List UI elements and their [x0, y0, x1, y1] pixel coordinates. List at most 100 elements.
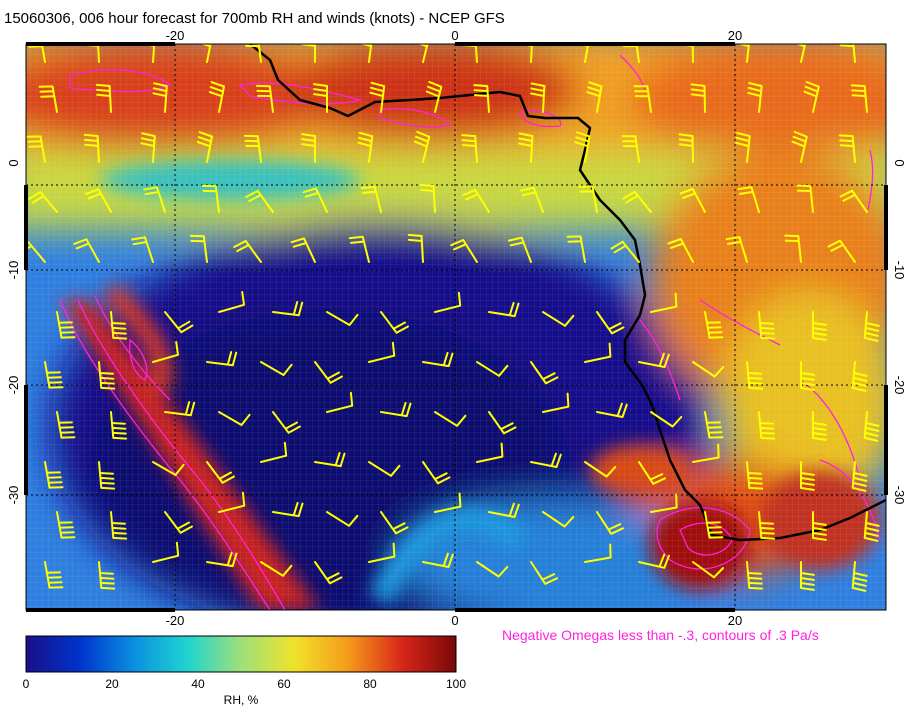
wind-barb [542, 392, 570, 413]
wind-barb [596, 511, 624, 535]
colorbar-tick-label: 0 [23, 677, 30, 691]
wind-barb [164, 311, 194, 334]
wind-barb [407, 233, 424, 263]
frame-ticks [24, 42, 888, 612]
grid-lines [26, 44, 886, 610]
wind-barb [85, 188, 112, 213]
wind-barb [578, 185, 598, 213]
wind-barb [473, 84, 490, 113]
colorbar-tick-label: 80 [363, 677, 377, 691]
wind-barb [380, 401, 412, 418]
wind-barb [44, 461, 64, 489]
wind-barb [584, 543, 612, 563]
wind-barb [422, 552, 454, 568]
wind-barb [143, 186, 166, 213]
wind-barb [243, 134, 262, 163]
wind-barb [131, 236, 154, 263]
wind-barb [83, 133, 100, 163]
wind-barb [488, 502, 520, 518]
wind-barb [95, 83, 112, 113]
wind-barb [260, 561, 293, 577]
wind-barb [314, 361, 343, 384]
wind-barb [196, 131, 213, 163]
wind-barb [667, 238, 694, 263]
lon-label: 0 [451, 28, 458, 43]
lon-label: -20 [166, 28, 185, 43]
wind-barb [98, 461, 116, 490]
colorbar-tick-label: 60 [277, 677, 291, 691]
wind-barb [418, 44, 429, 63]
wind-barb [692, 443, 720, 463]
wind-barb [73, 238, 100, 263]
wind-barb [152, 541, 180, 563]
wind-barb [758, 311, 776, 340]
wind-barb [577, 44, 590, 63]
wind-barb [206, 551, 238, 568]
wind-barb [704, 311, 724, 339]
wind-barb [260, 361, 293, 376]
wind-barb [520, 186, 544, 213]
wind-barb [245, 190, 274, 213]
map-title: 15060306, 006 hour forecast for 700mb RH… [4, 10, 505, 27]
wind-barb [863, 411, 880, 442]
wind-barb [369, 81, 386, 113]
wind-barb [725, 236, 748, 263]
wind-barb [795, 44, 807, 63]
wind-barb [201, 184, 220, 213]
wind-barb [422, 461, 451, 485]
wind-barb [650, 411, 683, 428]
wind-barb [98, 561, 116, 590]
wind-barb [530, 361, 559, 385]
wind-barb [638, 461, 666, 485]
wind-barb [272, 411, 301, 434]
wind-barb [301, 44, 316, 63]
wind-barb [419, 183, 436, 213]
lat-label: 0 [6, 159, 21, 166]
wind-barb [679, 188, 706, 213]
wind-barb [827, 239, 856, 263]
wind-barb [530, 452, 562, 468]
wind-barb [704, 411, 724, 439]
colorbar-label: RH, % [224, 693, 259, 707]
wind-barb [678, 133, 694, 163]
wind-barb [218, 411, 251, 426]
wind-barb [368, 461, 401, 477]
wind-barb [746, 361, 764, 390]
wind-barb [851, 361, 868, 392]
wind-barb [28, 191, 58, 213]
wind-barb [56, 511, 76, 539]
wind-barb [812, 311, 827, 341]
wind-barb [44, 361, 64, 389]
wind-barb [737, 186, 760, 213]
wind-barb [596, 311, 625, 335]
wind-barb [140, 132, 156, 163]
wind-barb [326, 511, 359, 527]
wind-barb [272, 501, 304, 518]
wind-barb [584, 461, 617, 478]
wind-barb [476, 561, 509, 578]
lat-label: -20 [6, 376, 21, 395]
wind-barb [735, 132, 751, 163]
wind-barb [301, 133, 316, 163]
africa-coastline [249, 44, 886, 542]
lat-label: -30 [892, 486, 906, 505]
wind-barb [800, 461, 815, 491]
wind-barb [747, 82, 763, 113]
wind-barb [692, 561, 725, 579]
wind-barb [413, 130, 431, 163]
wind-barb [152, 82, 168, 113]
wind-barb [476, 442, 504, 463]
wind-barb [110, 411, 128, 440]
wind-barb [622, 190, 652, 213]
wind-barb [586, 81, 603, 113]
wind-barb [302, 187, 328, 213]
lon-label: 0 [451, 613, 458, 628]
wind-barb [208, 81, 225, 113]
omega-legend-note: Negative Omegas less than -.3, contours … [502, 627, 819, 643]
wind-barb [530, 82, 546, 113]
lat-label: -20 [892, 376, 906, 395]
colorbar-gradient [25, 635, 457, 673]
lat-label: 0 [892, 159, 906, 166]
wind-barb [434, 411, 467, 427]
